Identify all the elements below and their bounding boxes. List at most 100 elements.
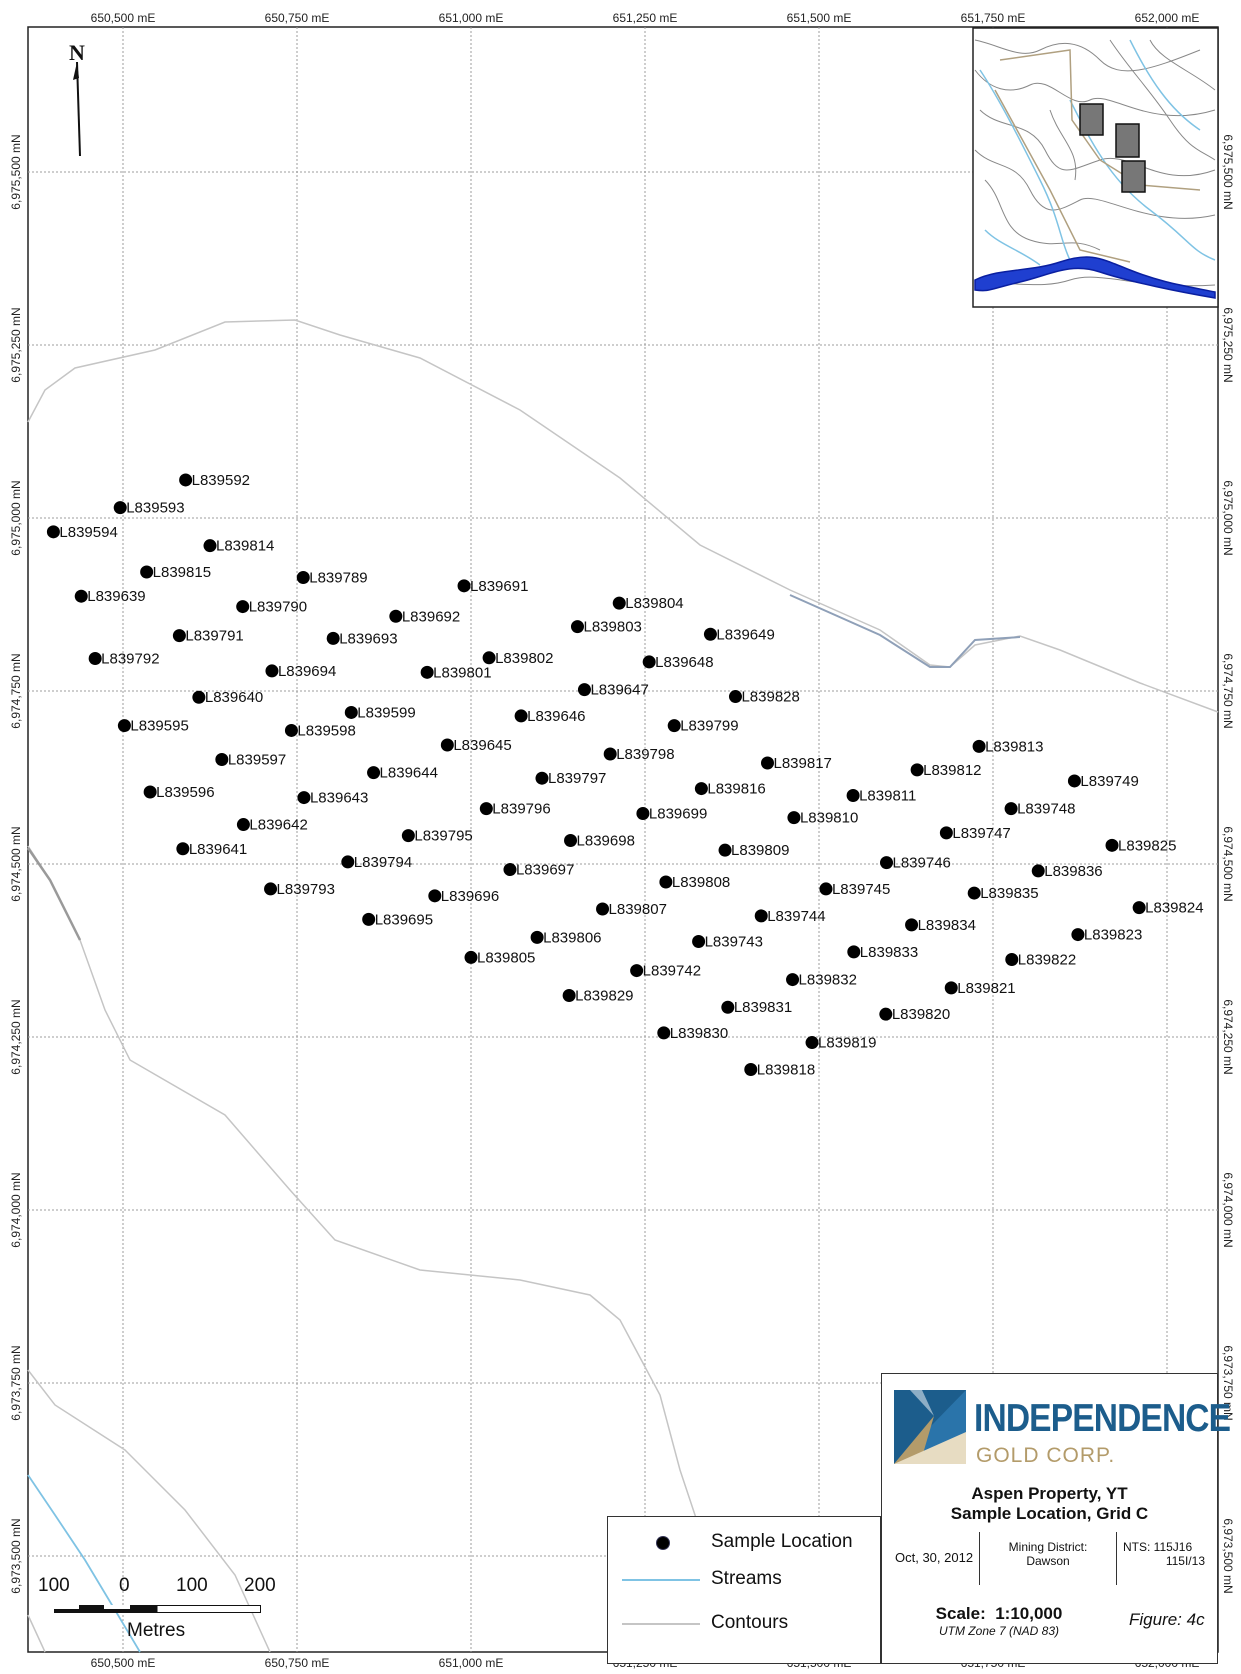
sample-dot	[744, 1063, 758, 1077]
sample-dot	[1067, 774, 1081, 788]
sample-label: L839820	[892, 1006, 950, 1023]
sample-label: L839594	[59, 524, 117, 541]
inset-map	[972, 27, 1219, 308]
grid-lines: 650,500 mE 650,500 mE 650,750 mE 650,750 mE…	[9, 11, 1235, 1670]
legend-label: Streams	[711, 1568, 782, 1589]
sample-dot	[179, 473, 193, 487]
sample-dot-icon	[657, 1537, 669, 1549]
sample-dot	[535, 771, 549, 785]
contour-lines	[26, 319, 1219, 1653]
sample-label: L839692	[402, 608, 460, 625]
sample-label: L839641	[189, 841, 247, 858]
sample-point: L839743	[692, 934, 763, 951]
mining-district-value: Dawson	[1026, 1554, 1070, 1568]
sample-dot	[728, 690, 742, 704]
sample-label: L839790	[249, 599, 307, 616]
sample-point: L839807	[596, 901, 667, 918]
sample-label: L839646	[527, 708, 585, 725]
date-cell: Oct, 30, 2012	[882, 1532, 980, 1586]
sample-dot	[296, 571, 310, 585]
sample-dot	[46, 525, 60, 539]
legend-label: Contours	[711, 1612, 789, 1633]
sample-dot	[1005, 952, 1019, 966]
sample-point: L839696	[428, 888, 499, 905]
northing-label-right: 6,973,750 mN	[1221, 1345, 1235, 1420]
scale-tick-label: 0	[119, 1575, 130, 1596]
sample-label: L839801	[433, 664, 491, 681]
stream-line-icon	[622, 1579, 700, 1581]
contour-line	[789, 594, 1021, 668]
sample-label: L839647	[590, 682, 648, 699]
title-block: INDEPENDENCE GOLD CORP. Aspen Property, …	[881, 1373, 1231, 1664]
sample-label: L839597	[228, 752, 286, 769]
sample-point: L839593	[113, 500, 185, 517]
sample-point: L839808	[659, 874, 730, 891]
map-projection: UTM Zone 7 (NAD 83)	[938, 1624, 1060, 1638]
scale-tick-label: 100	[176, 1575, 208, 1596]
sample-dot	[659, 875, 673, 889]
sample-dot	[667, 719, 681, 733]
sample-dot	[577, 683, 591, 697]
sample-point: L839833	[847, 944, 918, 961]
sample-point: L839692	[389, 608, 460, 625]
sample-point: L839698	[564, 832, 635, 849]
easting-label-bottom: 651,000 mE	[439, 1656, 504, 1670]
northing-label-right: 6,974,500 mN	[1221, 826, 1235, 901]
northing-label-right: 6,974,250 mN	[1221, 999, 1235, 1074]
easting-label-bottom: 650,500 mE	[91, 1656, 156, 1670]
sample-dot	[479, 802, 493, 816]
sample-label: L839593	[126, 500, 184, 517]
sample-dot	[1004, 802, 1018, 816]
sample-point: L839594	[46, 524, 118, 541]
sample-label: L839833	[860, 944, 918, 961]
sample-point: L839809	[718, 842, 789, 859]
sample-label: L839828	[741, 689, 799, 706]
sample-dot	[367, 766, 381, 780]
sample-point: L839814	[203, 538, 274, 555]
sample-dot	[787, 811, 801, 825]
sample-label: L839648	[655, 654, 713, 671]
sample-point: L839646	[514, 708, 586, 725]
sample-point: L839639	[74, 588, 146, 605]
sample-point: L839795	[401, 828, 473, 845]
samples-layer: L839592 L839593 L839594 L839814 L839815 L8397…	[46, 472, 1204, 1079]
sample-dot	[297, 791, 311, 805]
sample-label: L839694	[278, 663, 336, 680]
sample-label: L839697	[516, 862, 574, 879]
sample-label: L839819	[818, 1035, 876, 1052]
sample-dot	[362, 912, 376, 926]
sample-label: L839796	[492, 801, 550, 818]
company-logo: INDEPENDENCE GOLD CORP.	[882, 1374, 1231, 1476]
sample-label: L839746	[893, 855, 951, 872]
northing-label-left: 6,974,500 mN	[9, 826, 23, 901]
sample-label: L839747	[952, 825, 1010, 842]
sample-dot	[754, 909, 768, 923]
sample-point: L839599	[344, 704, 416, 721]
sample-dot	[944, 981, 958, 995]
sample-point: L839742	[630, 963, 701, 980]
legend-item-contours: Contours	[608, 1612, 880, 1642]
sample-dot	[562, 988, 576, 1002]
sample-dot	[972, 739, 986, 753]
sample-label: L839793	[277, 881, 335, 898]
sample-point: L839832	[786, 972, 857, 989]
sample-point: L839824	[1132, 900, 1204, 917]
north-arrow-letter: N	[69, 40, 85, 65]
sample-dot	[482, 651, 496, 665]
sample-dot	[760, 756, 774, 770]
sample-point: L839830	[657, 1025, 728, 1042]
sample-label: L839836	[1044, 863, 1102, 880]
sample-point: L839694	[265, 663, 336, 680]
sample-point: L839794	[341, 854, 412, 871]
sample-label: L839823	[1084, 927, 1142, 944]
sample-point: L839817	[760, 755, 832, 772]
sample-dot	[603, 747, 617, 761]
sample-point: L839820	[879, 1006, 950, 1023]
sample-label: L839809	[731, 842, 789, 859]
sample-label: L839795	[414, 828, 472, 845]
scale-cell: Scale: 1:10,000 UTM Zone 7 (NAD 83)	[882, 1585, 1117, 1663]
sample-label: L839803	[583, 619, 641, 636]
sample-dot	[401, 829, 415, 843]
sample-label: L839695	[375, 911, 433, 928]
